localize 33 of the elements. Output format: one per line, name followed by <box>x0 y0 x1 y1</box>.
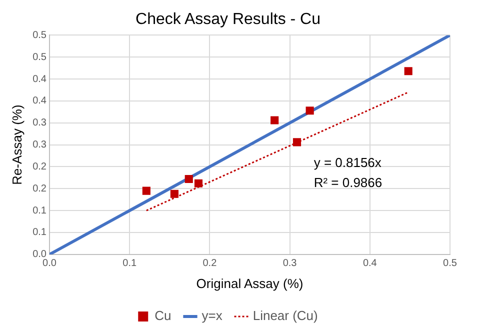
y-tick-label: 0.1 <box>32 205 47 216</box>
point <box>404 67 412 76</box>
point <box>270 116 279 124</box>
x-tick-label: 0.2 <box>202 258 218 270</box>
y-axis-title: Re-Assay (%) <box>9 104 24 185</box>
y-tick-label: 0.4 <box>32 96 47 107</box>
legend-label: Cu <box>154 308 172 324</box>
point <box>306 106 314 115</box>
annotation: y = 0.8156x <box>314 155 382 170</box>
x-tick-label: 0.0 <box>42 258 57 270</box>
point <box>194 179 203 188</box>
legend-label: y=x <box>202 308 223 324</box>
annotation: R² = 0.9866 <box>314 175 382 190</box>
y-tick-label: 0.1 <box>32 227 47 238</box>
y-tick-label: 0.3 <box>32 118 47 129</box>
x-tick-label: 0.5 <box>443 258 458 270</box>
y-tick-label: 0.5 <box>32 52 47 63</box>
y-tick-label: 0.0 <box>32 249 47 260</box>
point <box>142 186 150 195</box>
point <box>184 174 193 184</box>
x-tick-label: 0.1 <box>122 258 137 270</box>
chart-title: Check Assay Results - Cu <box>136 11 320 28</box>
y-tick-label: 0.3 <box>32 140 47 151</box>
y-tick-label: 0.4 <box>32 74 47 85</box>
x-axis-title: Original Assay (%) <box>196 276 304 291</box>
point <box>292 138 302 146</box>
y-tick-label: 0.5 <box>32 30 47 41</box>
y-tick-label: 0.2 <box>32 183 47 194</box>
x-tick-label: 0.4 <box>362 258 378 270</box>
x-tick-label: 0.3 <box>282 258 298 270</box>
legend-label: Linear (Cu) <box>252 308 318 324</box>
y-tick-label: 0.2 <box>32 161 47 172</box>
point <box>170 190 178 198</box>
